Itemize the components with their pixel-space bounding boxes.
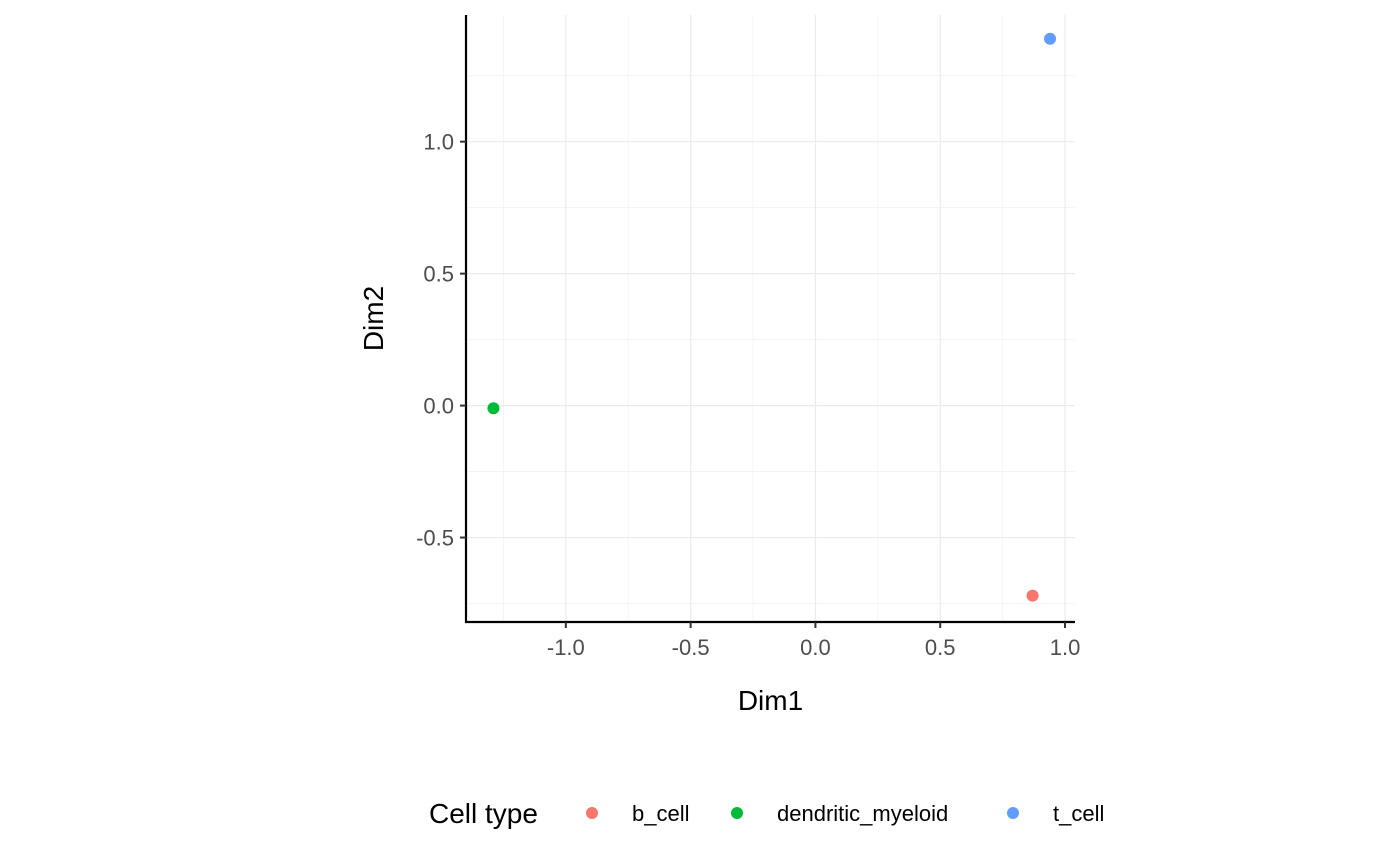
axes (465, 15, 1075, 623)
x-tick-label: -0.5 (672, 635, 710, 660)
x-tick-label: 0.0 (800, 635, 831, 660)
legend-label-t-cell: t_cell (1053, 801, 1104, 826)
legend-title: Cell type (429, 798, 538, 829)
x-axis-title: Dim1 (738, 685, 803, 716)
grid (466, 15, 1075, 622)
legend-label-dendritic-myeloid: dendritic_myeloid (777, 801, 948, 826)
y-tick-label: -0.5 (416, 526, 454, 551)
y-tick-label: 0.5 (423, 262, 454, 287)
legend-key-t-cell (1007, 807, 1019, 819)
legend: Cell type b_cell dendritic_myeloid t_cell (429, 798, 1104, 829)
data-points (487, 33, 1056, 602)
x-tick-label: 0.5 (925, 635, 956, 660)
data-point-b-cell (1027, 590, 1039, 602)
data-point-t-cell (1044, 33, 1056, 45)
y-tick-label: 0.0 (423, 394, 454, 419)
legend-key-dendritic-myeloid (731, 807, 743, 819)
y-tick-label: 1.0 (423, 130, 454, 155)
x-tick-label: -1.0 (547, 635, 585, 660)
legend-items: b_cell dendritic_myeloid t_cell (586, 801, 1104, 826)
legend-label-b-cell: b_cell (632, 801, 689, 826)
axis-ticks: -1.0 -0.5 0.0 0.5 1.0 -0.5 0.0 0.5 1.0 (416, 130, 1080, 660)
y-axis-title: Dim2 (358, 286, 389, 351)
data-point-dendritic-myeloid (487, 402, 499, 414)
x-tick-label: 1.0 (1050, 635, 1081, 660)
legend-key-b-cell (586, 807, 598, 819)
